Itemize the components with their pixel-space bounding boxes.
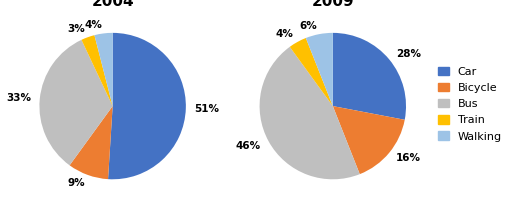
Text: 33%: 33%	[6, 93, 31, 103]
Wedge shape	[290, 38, 333, 106]
Text: 4%: 4%	[84, 20, 102, 30]
Text: 4%: 4%	[275, 29, 293, 39]
Title: 2004: 2004	[91, 0, 134, 9]
Text: 3%: 3%	[67, 24, 85, 34]
Text: 28%: 28%	[396, 49, 421, 59]
Wedge shape	[81, 35, 113, 106]
Text: 51%: 51%	[195, 104, 220, 114]
Legend: Car, Bicycle, Bus, Train, Walking: Car, Bicycle, Bus, Train, Walking	[434, 62, 506, 146]
Wedge shape	[70, 106, 113, 179]
Wedge shape	[333, 33, 406, 120]
Wedge shape	[333, 106, 404, 174]
Text: 6%: 6%	[300, 21, 317, 31]
Text: 46%: 46%	[236, 141, 261, 151]
Wedge shape	[306, 33, 333, 106]
Text: 9%: 9%	[67, 178, 85, 188]
Wedge shape	[260, 47, 360, 179]
Title: 2009: 2009	[311, 0, 354, 9]
Text: 16%: 16%	[396, 153, 421, 163]
Wedge shape	[94, 33, 113, 106]
Wedge shape	[39, 40, 113, 165]
Wedge shape	[108, 33, 186, 179]
